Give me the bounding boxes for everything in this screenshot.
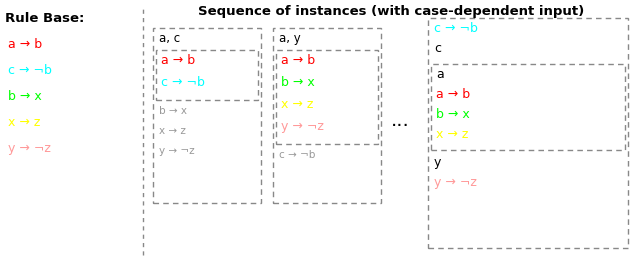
Text: b → x: b → x [281,76,315,89]
Text: a → b: a → b [281,54,315,67]
Text: y → ¬z: y → ¬z [281,120,324,133]
Text: ...: ... [390,110,410,129]
Text: a: a [436,68,444,81]
Text: Rule Base:: Rule Base: [5,12,84,25]
Text: y → ¬z: y → ¬z [159,146,195,156]
Text: c → ¬b: c → ¬b [8,64,52,77]
Text: y → ¬z: y → ¬z [8,142,51,155]
Text: b → x: b → x [436,108,470,121]
Text: a, c: a, c [159,32,180,45]
Text: x → z: x → z [8,116,40,129]
Text: Sequence of instances (with case-dependent input): Sequence of instances (with case-depende… [198,5,584,18]
Text: b → x: b → x [8,90,42,103]
Text: c: c [434,42,441,55]
Text: a, y: a, y [279,32,301,45]
Text: a → b: a → b [8,38,42,51]
Text: c → ¬b: c → ¬b [161,76,205,89]
Text: c → ¬b: c → ¬b [434,22,478,35]
Text: x → z: x → z [436,128,468,141]
Text: a → b: a → b [161,54,195,67]
Text: y: y [434,156,442,169]
Text: b → x: b → x [159,106,187,116]
Text: x → z: x → z [281,98,314,111]
Text: a → b: a → b [436,88,470,101]
Text: c → ¬b: c → ¬b [279,150,316,160]
Text: x → z: x → z [159,126,186,136]
Text: y → ¬z: y → ¬z [434,176,477,189]
